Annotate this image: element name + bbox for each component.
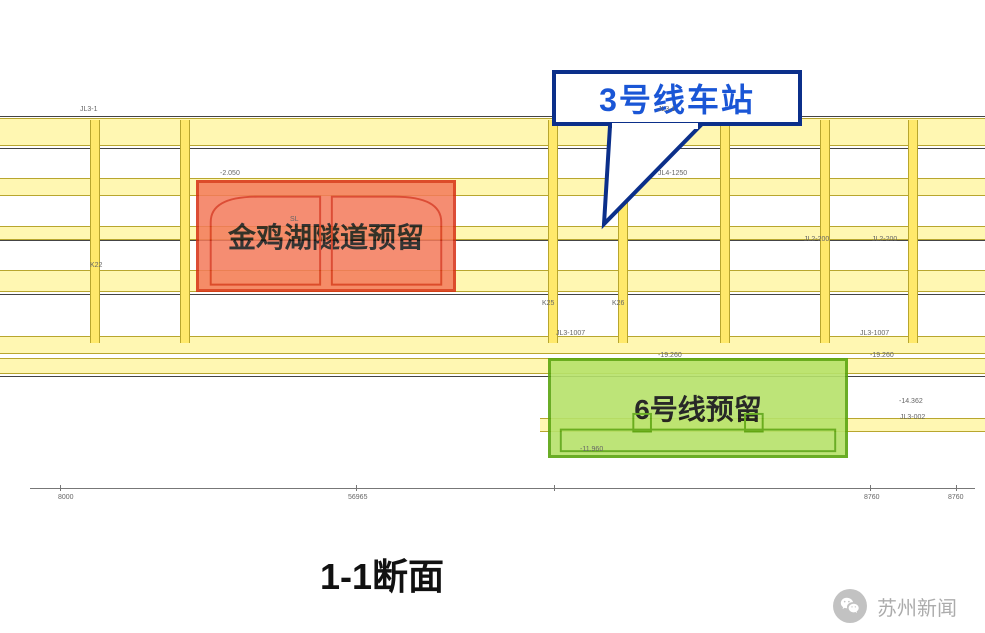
floor-slab (0, 336, 985, 354)
annotation-label: -14.362 (899, 398, 923, 405)
column (548, 120, 558, 343)
dimension-label: 8760 (948, 494, 964, 501)
line3-station-callout: 3号线车站 (552, 70, 802, 126)
annotation-label: JL3-1 (658, 106, 676, 113)
source-watermark-text: 苏州新闻 (877, 592, 957, 621)
annotation-label: -11.960 (580, 446, 603, 453)
dimension-label: 8000 (58, 494, 74, 501)
annotation-label: K25 (542, 300, 554, 307)
structure-line (0, 148, 985, 149)
dimension-label: 8760 (864, 494, 880, 501)
structure-line (0, 240, 985, 241)
annotation-label: -19.260 (658, 352, 682, 359)
structure-line (0, 294, 985, 295)
floor-slab (0, 118, 985, 146)
dimension-baseline (30, 488, 975, 489)
callout-tail (0, 0, 985, 633)
line6-reserved-box: 6号线预留 (548, 358, 848, 458)
annotation-label: JL2-200 (872, 236, 897, 243)
annotation-label: JL3-1007 (556, 330, 585, 337)
column (180, 120, 190, 343)
dimension-label: 56965 (348, 494, 367, 501)
annotation-label: JL2-200 (804, 236, 829, 243)
tunnel-reserved-box: 金鸡湖隧道预留 (196, 180, 456, 292)
dimension-tick (956, 485, 957, 491)
dimension-tick (356, 485, 357, 491)
annotation-label: SL (290, 216, 299, 223)
annotation-label: K26 (612, 300, 624, 307)
section-title: 1-1断面 (320, 548, 444, 600)
diagram-canvas: 金鸡湖隧道预留 6号线预留 3号线车站 1-1断面 8000 56965 8760 8… (0, 0, 985, 633)
column (618, 120, 628, 343)
dimension-tick (870, 485, 871, 491)
wechat-icon (833, 589, 867, 623)
source-watermark: 苏州新闻 (833, 589, 957, 623)
annotation-label: JL3-1007 (860, 330, 889, 337)
floor-slab (0, 270, 985, 292)
floor-slab (0, 226, 985, 240)
annotation-label: JL3-002 (900, 414, 925, 421)
annotation-label: K22 (90, 262, 102, 269)
structure-line (0, 116, 985, 117)
annotation-label: JL4-1250 (658, 170, 687, 177)
column (720, 120, 730, 343)
annotation-label: JL3-1 (80, 106, 98, 113)
floor-slab (0, 178, 985, 196)
column (908, 120, 918, 343)
dimension-tick (554, 485, 555, 491)
dimension-tick (60, 485, 61, 491)
annotation-label: -2.050 (220, 170, 240, 177)
column (90, 120, 100, 343)
column (820, 120, 830, 343)
line3-station-callout-text: 3号线车站 (599, 75, 755, 121)
annotation-label: -19.260 (870, 352, 894, 359)
